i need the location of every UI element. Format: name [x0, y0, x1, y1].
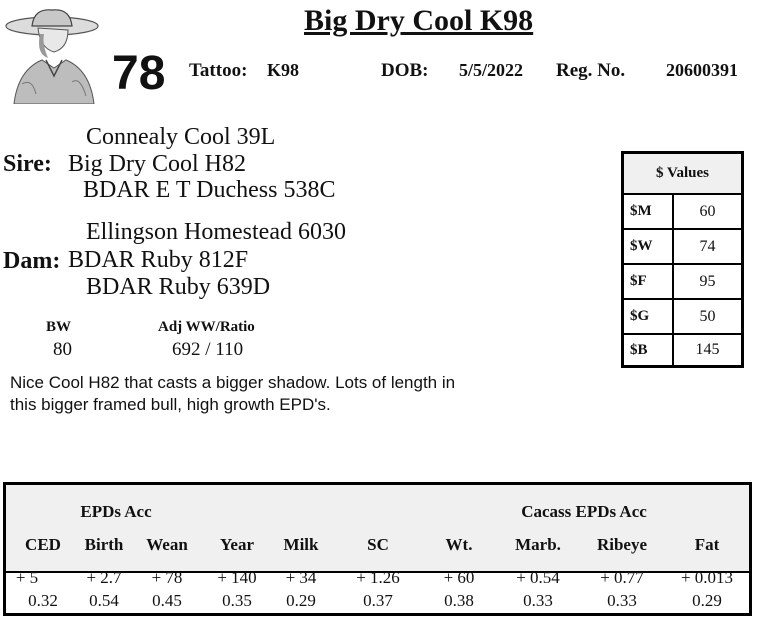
tattoo-value: K98: [267, 60, 300, 80]
epd-wean: + 78: [151, 568, 183, 587]
acc-wt: 0.38: [444, 591, 474, 610]
epd-milk: + 34: [285, 568, 317, 587]
dob-value: 5/5/2022: [459, 60, 524, 80]
table-row: $G 50: [624, 300, 741, 335]
sire-dam: BDAR E T Duchess 538C: [83, 177, 336, 203]
col-milk: Milk: [283, 535, 319, 554]
bw-value: 80: [53, 339, 72, 360]
acc-year: 0.35: [222, 591, 252, 610]
col-fat: Fat: [694, 535, 720, 554]
col-wean: Wean: [146, 535, 188, 554]
acc-birth: 0.54: [89, 591, 119, 610]
dollar-values-title: $ Values: [624, 154, 741, 195]
col-ribeye: Ribeye: [596, 535, 648, 554]
dollar-values-table: $ Values $M 60 $W 74 $F 95 $G 50 $B 145: [621, 151, 744, 368]
epd-sc: + 1.26: [356, 568, 400, 587]
dam-dam: BDAR Ruby 639D: [86, 274, 271, 300]
value-cell: 145: [695, 341, 720, 358]
table-row: $F 95: [624, 265, 741, 300]
value-cell: 50: [699, 307, 716, 325]
reg-label: Reg. No.: [556, 60, 626, 81]
epd-table: EPDs Acc Cacass EPDs Acc CED Birth Wean …: [3, 482, 752, 616]
table-row: $M 60: [624, 195, 741, 230]
acc-marb: 0.33: [523, 591, 553, 610]
sire-name: Big Dry Cool H82: [68, 151, 247, 177]
sire-sire: Connealy Cool 39L: [86, 124, 276, 150]
lot-number: 78: [112, 47, 166, 100]
value-key: $B: [624, 335, 674, 365]
epd-fat: + 0.013: [680, 568, 734, 587]
acc-fat: 0.29: [692, 591, 722, 610]
ww-label: Adj WW/Ratio: [158, 319, 255, 335]
col-wt: Wt.: [445, 535, 473, 554]
carcass-group-label: Cacass EPDs Acc: [521, 502, 647, 521]
col-year: Year: [220, 535, 254, 554]
ww-value: 692 / 110: [172, 339, 244, 360]
value-key: $G: [624, 300, 674, 333]
dob-label: DOB:: [381, 60, 429, 81]
acc-ribeye: 0.33: [607, 591, 637, 610]
value-cell: 95: [699, 272, 716, 290]
dam-sire: Ellingson Homestead 6030: [86, 219, 346, 245]
acc-sc: 0.37: [363, 591, 393, 610]
sire-label: Sire:: [3, 151, 52, 177]
epd-marb: + 0.54: [516, 568, 560, 587]
remarks: Nice Cool H82 that casts a bigger shadow…: [10, 373, 456, 414]
dam-label: Dam:: [3, 248, 61, 274]
epd-group-label: EPDs Acc: [80, 502, 152, 521]
value-cell: 74: [699, 237, 716, 255]
epd-year: + 140: [217, 568, 257, 587]
epd-header: [6, 485, 749, 573]
table-row: $W 74: [624, 230, 741, 265]
col-sc: SC: [367, 535, 389, 554]
col-birth: Birth: [84, 535, 124, 554]
col-marb: Marb.: [515, 535, 561, 554]
value-key: $M: [624, 195, 674, 228]
bw-label: BW: [46, 319, 72, 335]
reg-value: 20600391: [666, 60, 738, 80]
acc-milk: 0.29: [286, 591, 316, 610]
cowboy-logo-icon: [2, 4, 102, 105]
acc-wean: 0.45: [152, 591, 182, 610]
epd-wt: + 60: [443, 568, 475, 587]
dam-name: BDAR Ruby 812F: [68, 247, 249, 273]
value-cell: 60: [699, 202, 716, 220]
value-key: $W: [624, 230, 674, 263]
epd-ribeye: + 0.77: [600, 568, 644, 587]
page-title: Big Dry Cool K98: [304, 4, 534, 37]
value-key: $F: [624, 265, 674, 298]
epd-ced: + 5: [15, 568, 39, 587]
table-row: $B 145: [624, 335, 741, 365]
col-ced: CED: [25, 535, 61, 554]
acc-ced: 0.32: [28, 591, 58, 610]
epd-birth: + 2.7: [86, 568, 122, 587]
tattoo-label: Tattoo:: [189, 60, 248, 81]
